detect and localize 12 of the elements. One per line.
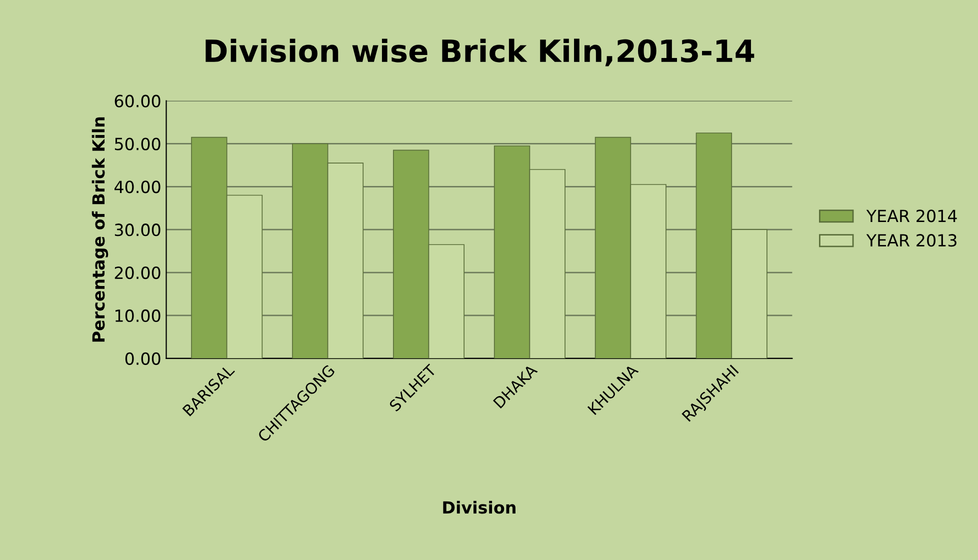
y-tick-label: 60.00 bbox=[114, 94, 160, 108]
y-axis-title: Percentage of Brick Kiln bbox=[92, 117, 108, 342]
y-tick-label: 20.00 bbox=[114, 266, 160, 280]
legend-label: YEAR 2013 bbox=[866, 234, 956, 247]
y-tick-label: 10.00 bbox=[116, 309, 160, 322]
y-tick-label: 40.00 bbox=[114, 180, 160, 194]
y-tick-label: 0.00 bbox=[125, 352, 160, 365]
y-tick-label: 50.00 bbox=[114, 138, 160, 150]
chart-title: Division wise Brick Kiln,2013-14 bbox=[206, 38, 754, 66]
legend-label: YEAR 2014 bbox=[866, 210, 957, 222]
x-axis-title: Division bbox=[443, 500, 516, 514]
y-tick-label: 30.00 bbox=[114, 224, 160, 236]
